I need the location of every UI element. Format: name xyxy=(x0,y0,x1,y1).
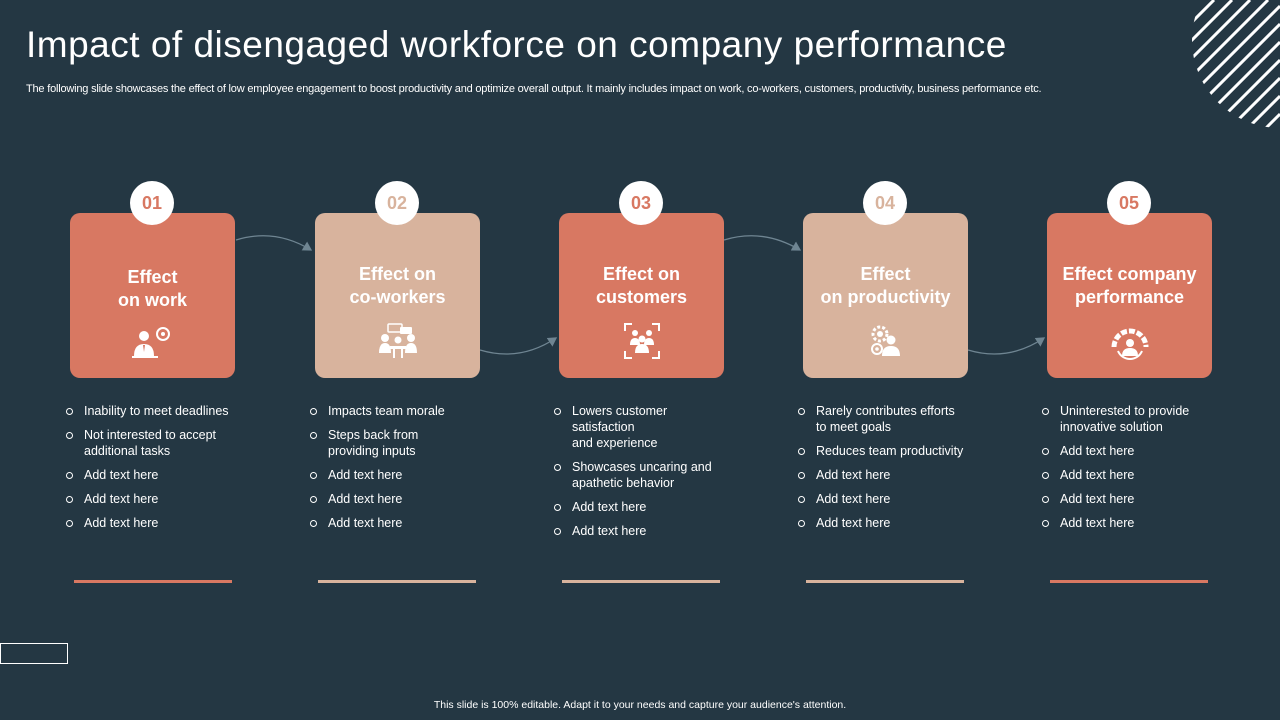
team-meeting-icon xyxy=(378,323,417,358)
list-item: Add text here xyxy=(554,523,744,539)
card-effect-on-productivity: Effect on productivity xyxy=(803,213,968,378)
slide-title: Impact of disengaged workforce on compan… xyxy=(26,24,1007,65)
list-item: Steps back from providing inputs xyxy=(310,427,500,459)
list-item: Inability to meet deadlines xyxy=(66,403,256,419)
step-badge-01: 01 xyxy=(130,181,174,225)
list-item: Add text here xyxy=(554,499,744,515)
card-title: Effect on co-workers xyxy=(349,264,446,307)
card-effect-on-work: Effect on work xyxy=(70,213,235,378)
list-item: Add text here xyxy=(310,515,500,531)
card-underline xyxy=(562,580,720,583)
card-underline xyxy=(318,580,476,583)
list-item: Lowers customer satisfaction and experie… xyxy=(554,403,744,451)
connector-1-2 xyxy=(235,235,313,251)
customer-group-icon xyxy=(623,323,660,359)
list-item: Add text here xyxy=(66,515,256,531)
list-item: Add text here xyxy=(66,491,256,507)
step-badge-05: 05 xyxy=(1107,181,1151,225)
diagonal-stripes-decoration xyxy=(1192,0,1280,128)
list-item: Add text here xyxy=(1042,491,1232,507)
card-title: Effect company performance xyxy=(1062,264,1197,307)
list-item: Uninterested to provide innovative solut… xyxy=(1042,403,1232,435)
outline-box-decoration xyxy=(0,643,68,664)
step-badge-02: 02 xyxy=(375,181,419,225)
connector-3-4 xyxy=(723,235,802,251)
list-item: Add text here xyxy=(798,515,988,531)
card-title: Effect on productivity xyxy=(820,264,951,307)
list-item: Add text here xyxy=(66,467,256,483)
productivity-gear-icon xyxy=(870,325,900,356)
step-badge-03: 03 xyxy=(619,181,663,225)
card-effect-on-customers: Effect on customers xyxy=(559,213,724,378)
bullet-list-customers: Lowers customer satisfaction and experie… xyxy=(554,403,744,547)
list-item: Reduces team productivity xyxy=(798,443,988,459)
bullet-list-productivity: Rarely contributes efforts to meet goals… xyxy=(798,403,988,539)
connector-4-5 xyxy=(967,337,1046,355)
connector-2-3 xyxy=(479,337,558,355)
list-item: Add text here xyxy=(310,491,500,507)
step-badge-04: 04 xyxy=(863,181,907,225)
card-title: Effect on customers xyxy=(595,264,688,307)
list-item: Rarely contributes efforts to meet goals xyxy=(798,403,988,435)
footer-note: This slide is 100% editable. Adapt it to… xyxy=(433,699,847,711)
list-item: Showcases uncaring and apathetic behavio… xyxy=(554,459,744,491)
card-effect-on-co-workers: Effect on co-workers xyxy=(315,213,480,378)
performance-gauge-icon xyxy=(1111,328,1148,360)
bullet-list-co-workers: Impacts team morale Steps back from prov… xyxy=(310,403,500,539)
slide-subtitle: The following slide showcases the effect… xyxy=(26,83,1042,95)
bullet-list-performance: Uninterested to provide innovative solut… xyxy=(1042,403,1232,539)
list-item: Add text here xyxy=(798,467,988,483)
list-item: Impacts team morale xyxy=(310,403,500,419)
card-effect-company-performance: Effect company performance xyxy=(1047,213,1212,378)
list-item: Add text here xyxy=(1042,515,1232,531)
bullet-list-work: Inability to meet deadlines Not interest… xyxy=(66,403,256,539)
card-underline xyxy=(806,580,964,583)
card-title: Effect on work xyxy=(117,267,187,310)
list-item: Add text here xyxy=(1042,467,1232,483)
card-underline xyxy=(1050,580,1208,583)
list-item: Add text here xyxy=(1042,443,1232,459)
list-item: Not interested to accept additional task… xyxy=(66,427,256,459)
card-underline xyxy=(74,580,232,583)
list-item: Add text here xyxy=(798,491,988,507)
list-item: Add text here xyxy=(310,467,500,483)
employee-settings-icon xyxy=(131,327,170,358)
